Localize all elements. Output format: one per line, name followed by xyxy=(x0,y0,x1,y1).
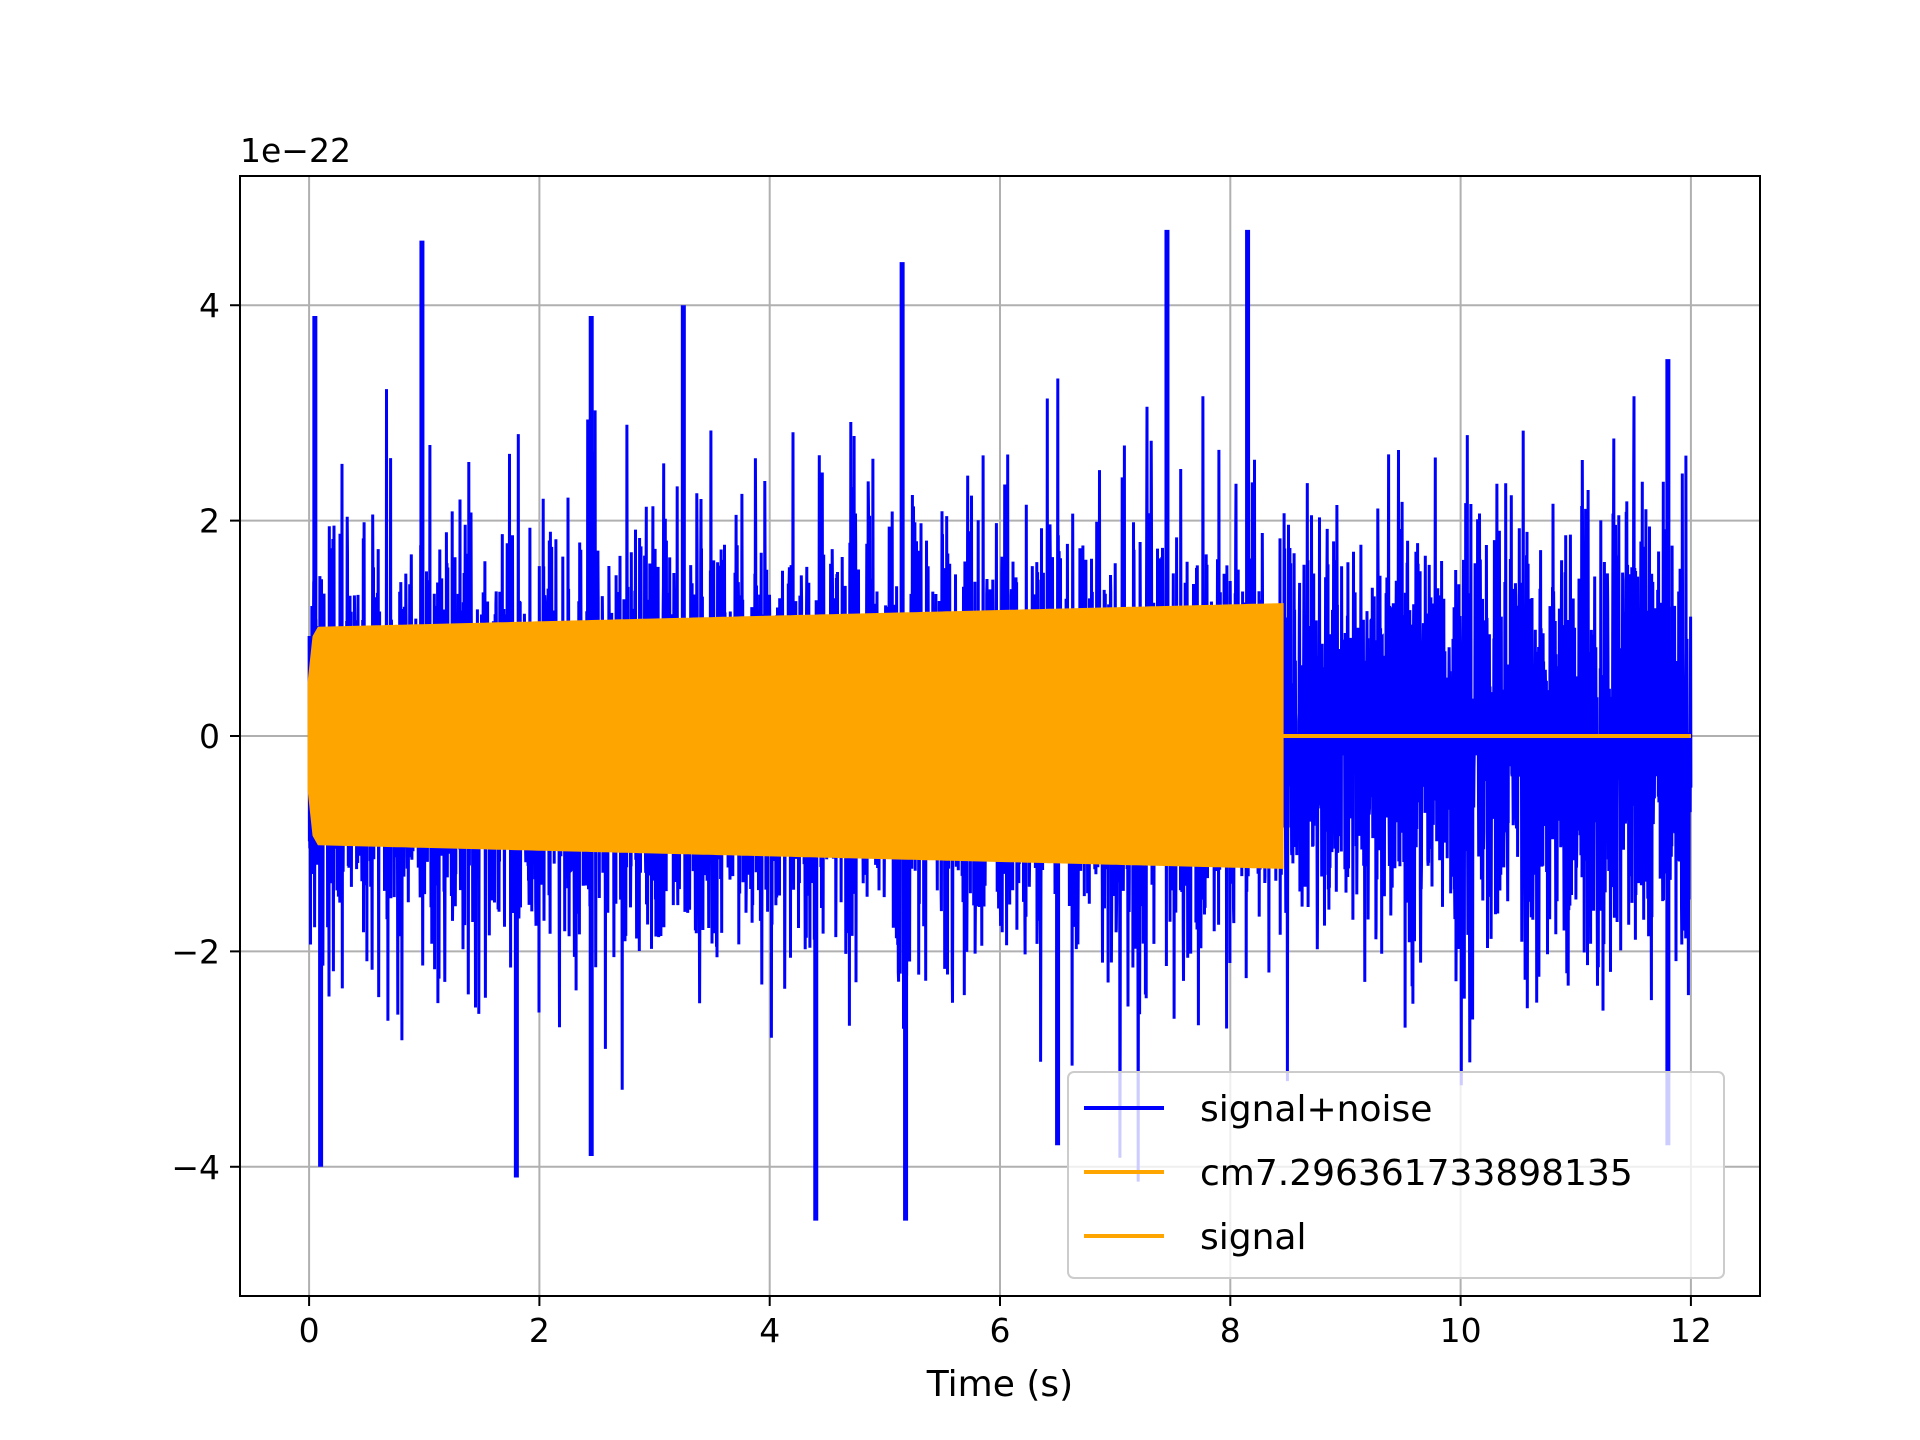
legend-box xyxy=(1067,1071,1725,1279)
y-tick-label: −4 xyxy=(171,1148,220,1187)
legend-label: signal+noise xyxy=(1200,1089,1432,1130)
x-tick-label: 0 xyxy=(299,1311,320,1350)
plot-data xyxy=(307,229,1693,1221)
x-tick-label: 2 xyxy=(529,1311,550,1350)
legend-label: signal xyxy=(1200,1217,1307,1258)
x-axis-label: Time (s) xyxy=(926,1364,1073,1405)
y-tick-label: 0 xyxy=(199,717,220,756)
x-tick-label: 6 xyxy=(990,1311,1011,1350)
x-tick-label: 12 xyxy=(1670,1311,1712,1350)
legend: signal+noise cm7.296361733898135 signal xyxy=(1067,1071,1725,1279)
y-tick-label: 2 xyxy=(199,502,220,541)
legend-label: cm7.296361733898135 xyxy=(1200,1153,1633,1194)
axis-ticks: 0 2 4 6 8 10 12 −4 −2 0 2 4 xyxy=(171,286,1712,1350)
x-tick-label: 10 xyxy=(1440,1311,1482,1350)
x-tick-label: 8 xyxy=(1220,1311,1241,1350)
y-axis-offset-label: 1e−22 xyxy=(240,131,351,170)
y-tick-label: −2 xyxy=(171,932,220,971)
x-tick-label: 4 xyxy=(759,1311,780,1350)
y-tick-label: 4 xyxy=(199,286,220,325)
